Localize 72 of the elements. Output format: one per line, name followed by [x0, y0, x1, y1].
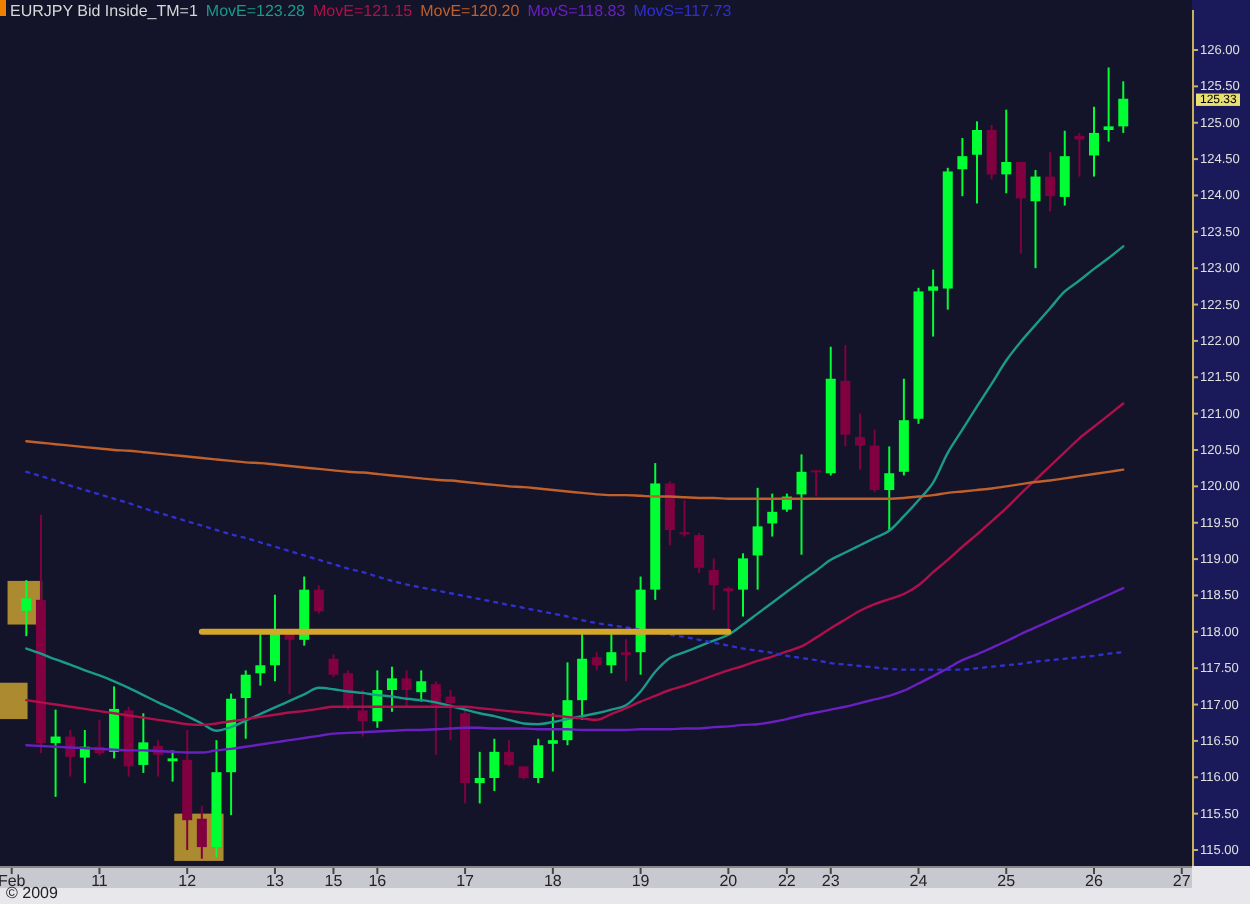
candlestick — [1001, 108, 1012, 195]
x-tick-label: 18 — [543, 872, 563, 890]
candlestick — [489, 737, 500, 793]
candlestick — [752, 486, 763, 591]
x-tick-label: 11 — [91, 872, 109, 890]
x-tick-label: 13 — [266, 872, 285, 890]
x-tick-label: 24 — [909, 872, 929, 890]
x-tick-label: 17 — [456, 872, 476, 890]
x-tick-label: 23 — [821, 872, 841, 890]
candlestick — [767, 492, 778, 538]
candlestick — [416, 669, 427, 703]
x-tick-label: Feb — [0, 872, 27, 890]
candlestick — [577, 631, 588, 721]
line-series — [25, 470, 1125, 671]
candlestick — [269, 593, 280, 683]
candlestick — [313, 584, 324, 615]
candlestick — [811, 469, 822, 498]
candlestick — [50, 708, 61, 798]
candlestick — [796, 453, 807, 556]
candlestick — [255, 632, 266, 687]
text: © 2009 — [6, 884, 59, 902]
x-tick-label: 19 — [631, 872, 651, 890]
text: MovS=117.73 — [633, 2, 733, 20]
candlestick — [869, 428, 880, 494]
candlestick — [737, 552, 748, 618]
candlestick — [357, 689, 368, 738]
candlestick — [1030, 169, 1041, 270]
candlestick — [708, 557, 719, 611]
x-tick-label: 22 — [777, 872, 797, 890]
candlestick — [445, 689, 456, 742]
text: MovE=120.20 — [420, 2, 521, 20]
candlestick — [401, 669, 412, 708]
candlestick — [1103, 66, 1114, 143]
candlestick — [972, 120, 982, 205]
x-tick-label: 15 — [324, 872, 344, 890]
candlestick — [957, 137, 968, 198]
candlestick — [1059, 129, 1070, 207]
candlestick — [928, 268, 939, 338]
candlestick — [679, 499, 690, 538]
candlestick — [884, 445, 895, 531]
candlestick — [1015, 161, 1026, 255]
candlestick — [855, 412, 865, 471]
candlestick — [167, 749, 178, 783]
x-tick-label: 12 — [178, 872, 198, 890]
candlestick — [533, 737, 544, 785]
candlestick — [386, 665, 397, 713]
candlestick — [474, 750, 485, 805]
candlestick — [723, 585, 734, 635]
candlestick — [694, 531, 705, 574]
candlestick — [1045, 150, 1056, 213]
candlestick — [196, 804, 207, 860]
x-tick-label: 27 — [1172, 872, 1192, 890]
x-tick-label: 25 — [997, 872, 1017, 890]
x-tick-label: 20 — [719, 872, 739, 890]
x-tick-label: 16 — [368, 872, 388, 890]
candlestick — [986, 123, 997, 181]
candlestick — [1089, 105, 1100, 178]
candlestick — [664, 480, 675, 547]
candlestick — [240, 669, 251, 740]
text: MovE=121.15 — [313, 2, 414, 20]
x-tick-label: 26 — [1085, 872, 1104, 890]
chart-title: EURJPY Bid Inside_TM=1 — [10, 2, 199, 20]
candlestick — [620, 638, 631, 683]
text: MovE=123.28 — [205, 2, 307, 20]
text: MovS=118.83 — [527, 2, 627, 20]
candlestick — [503, 739, 514, 768]
candlestick — [1118, 80, 1129, 134]
candlestick — [606, 632, 617, 675]
candlestick — [21, 579, 32, 638]
candlestick — [591, 651, 602, 672]
candlestick — [547, 712, 558, 773]
candlestick — [328, 653, 339, 678]
